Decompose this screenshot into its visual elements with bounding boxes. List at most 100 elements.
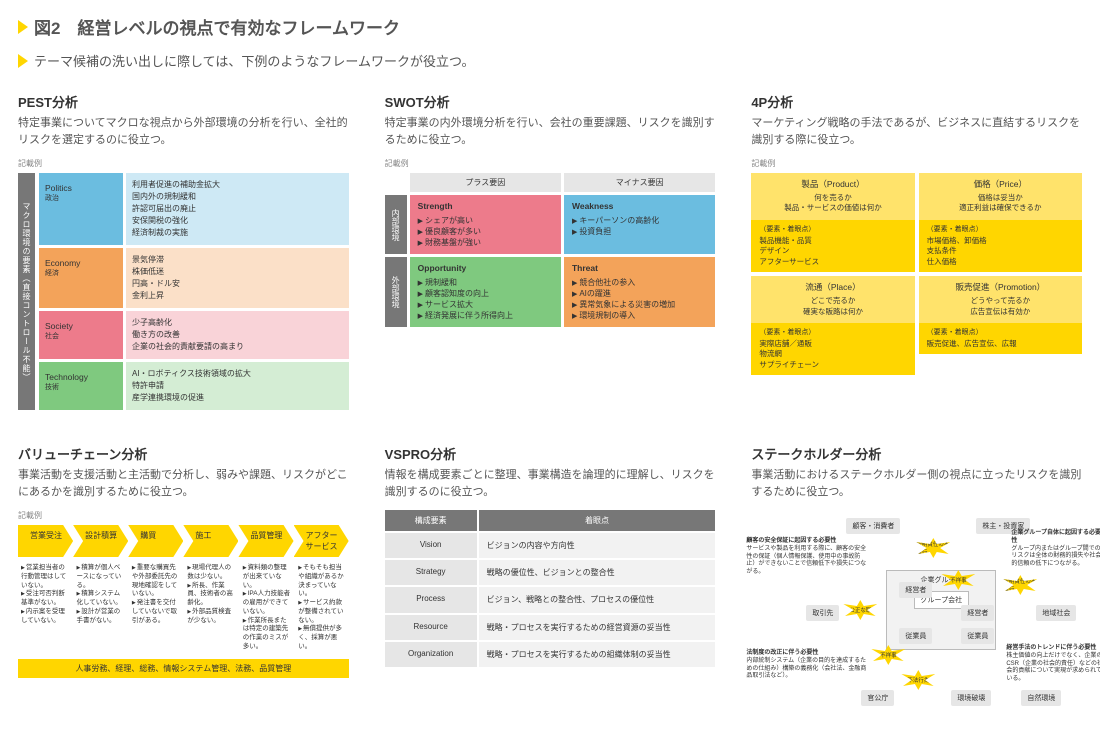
stake-note-4: 経営手法のトレンドに伴う必要性株主価値の向上だけでなく、企業のCSR（企業の社会… [1006, 645, 1100, 684]
stake-desc: 事業活動におけるステークホルダー側の視点に立ったリスクを識別するために役立つ。 [751, 467, 1082, 500]
vspro-desc: 戦略の優位性、ビジョンとの整合性 [479, 560, 716, 585]
4p-title: 4P分析 [751, 92, 1082, 111]
pest-row: Politics政治 利用者促進の補助金拡大国内外の規制緩和許認可届出の廃止安保… [39, 173, 349, 245]
pest-title: PEST分析 [18, 92, 349, 111]
swot-desc: 特定事業の内外環境分析を行い、会社の重要課題、リスクを識別するために役立つ。 [385, 115, 716, 148]
burst-icon: 不公正な取引 [843, 600, 877, 620]
swot-opportunity: Opportunity規制緩和顧客認知度の向上サービス拡大経済発展に伴う所得向上 [410, 257, 561, 327]
stake-mgr2: 経営者 [961, 605, 994, 621]
framework-swot: SWOT分析 特定事業の内外環境分析を行い、会社の重要課題、リスクを識別するため… [385, 92, 716, 410]
example-label: 記載例 [18, 510, 349, 521]
vspro-row: Strategy戦略の優位性、ビジョンとの整合性 [385, 560, 716, 585]
4p-item: 製品（Product）何を売るか製品・サービスの価値は何か （要素・着眼点）製品… [751, 173, 914, 272]
swot-col-plus: プラス要因 [410, 173, 561, 192]
framework-vspro: VSPRO分析 情報を構成要素ごとに整理、事業構造を論理的に理解し、リスクを識別… [385, 444, 716, 720]
vspro-title: VSPRO分析 [385, 444, 716, 463]
swot-title: SWOT分析 [385, 92, 716, 111]
4p-item: 価格（Price）価格は妥当か適正利益は確保できるか （要素・着眼点）市場価格、… [919, 173, 1082, 272]
example-label: 記載例 [385, 158, 716, 169]
stake-trade: 取引先 [806, 605, 839, 621]
stake-emp: 従業員 [899, 628, 932, 644]
vc-col: 重要な購買先や外部委託先の現地確認をしていない。発注書を交付していないで取引があ… [129, 560, 182, 656]
pest-detail: 景気停滞株価低迷円高・ドル安金利上昇 [126, 248, 349, 308]
burst-icon: 説明責任の不履行 [1003, 575, 1037, 595]
stake-title: ステークホルダー分析 [751, 444, 1082, 463]
vc-col: 現場代理人の数は少ない。所長、作業員、技術者の高齢化。外部品質検査が少ない。 [184, 560, 237, 656]
vspro-desc: 戦略・プロセスを実行するための経営資源の妥当性 [479, 615, 716, 640]
swot-table: プラス要因 マイナス要因 内部環境 Strengthシェアが高い優良顧客が多い財… [385, 173, 716, 327]
blank [385, 173, 407, 192]
swot-threat: Threat競合他社の参入AIの躍進異常気象による災害の増加環境規制の導入 [564, 257, 715, 327]
burst-icon: 不法行為 [901, 670, 935, 690]
vspro-label: Organization [385, 642, 477, 667]
stake-note-2: 企業グループ自体に起因する必要性グループ内またはグループ間でのリスクは全体の財務… [1011, 530, 1100, 569]
4p-question: 価格（Price）価格は妥当か適正利益は確保できるか [919, 173, 1082, 220]
vspro-label: Process [385, 587, 477, 612]
framework-stakeholder: ステークホルダー分析 事業活動におけるステークホルダー側の視点に立ったリスクを識… [751, 444, 1082, 720]
vspro-h2: 着眼点 [479, 510, 716, 531]
vc-col: そもそも担当や組織があるか決まっていない。サービス約款が整備されていない。無償提… [295, 560, 348, 656]
vspro-row: Visionビジョンの内容や方向性 [385, 533, 716, 558]
swot-row-external: 外部環境 [385, 257, 407, 327]
4p-answer: （要素・着眼点）販売促進、広告宣伝、広報 [919, 323, 1082, 354]
vc-stage: 設計積算 [73, 525, 128, 557]
swot-strength: Strengthシェアが高い優良顧客が多い財務基盤が強い [410, 195, 561, 254]
stake-note-1: 顧客の安全保証に起因する必要性サービスや製品を利用する際に、顧客の安全性の保証（… [746, 538, 866, 577]
pest-row: Technology技術 AI・ロボティクス技術領域の拡大特許申請産学連携環境の… [39, 362, 349, 410]
vc-stage: 施工 [183, 525, 238, 557]
pest-axis-label: マクロ環境の要素（直接コントロール不能） [18, 173, 35, 410]
pest-label: Politics政治 [39, 173, 123, 245]
triangle-icon [18, 54, 28, 68]
swot-row-internal: 内部環境 [385, 195, 407, 254]
vspro-label: Vision [385, 533, 477, 558]
vspro-row: Organization戦略・プロセスを実行するための組織体制の妥当性 [385, 642, 716, 667]
framework-valuechain: バリューチェーン分析 事業活動を支援活動と主活動で分析し、弱みや課題、リスクがど… [18, 444, 349, 720]
vspro-desc: ビジョン、戦略との整合性、プロセスの優位性 [479, 587, 716, 612]
4p-question: 流通（Place）どこで売るか確実な販路は何か [751, 276, 914, 323]
vspro-desc: 戦略・プロセスを実行するための組織体制の妥当性 [479, 642, 716, 667]
4p-answer: （要素・着眼点）製品機能・品質デザインアフターサービス [751, 220, 914, 272]
pest-desc: 特定事業についてマクロな視点から外部環境の分析を行い、全社的リスクを選定するのに… [18, 115, 349, 148]
4p-answer: （要素・着眼点）実際店舗／通販物流網サプライチェーン [751, 323, 914, 375]
swot-weakness: Weaknessキーパーソンの高齢化投資負担 [564, 195, 715, 254]
vspro-label: Resource [385, 615, 477, 640]
4p-question: 販売促進（Promotion）どうやって売るか広告宣伝は有効か [919, 276, 1082, 323]
vc-col: 積算が個人ベースになっている。積算システム化していない。設計が営業の手書がない。 [73, 560, 126, 656]
example-label: 記載例 [18, 158, 349, 169]
vc-stage: 購買 [128, 525, 183, 557]
vc-stage: 営業受注 [18, 525, 73, 557]
triangle-icon [18, 20, 28, 34]
stake-mgr: 経営者 [899, 582, 932, 598]
vc-desc: 事業活動を支援活動と主活動で分析し、弱みや課題、リスクがどこにあるかを識別するた… [18, 467, 349, 500]
vc-stage: アフターサービス [294, 525, 349, 557]
pest-label: Technology技術 [39, 362, 123, 410]
vc-title: バリューチェーン分析 [18, 444, 349, 463]
pest-detail: 利用者促進の補助金拡大国内外の規制緩和許認可届出の廃止安保関税の強化経済制裁の実… [126, 173, 349, 245]
framework-pest: PEST分析 特定事業についてマクロな視点から外部環境の分析を行い、全社的リスク… [18, 92, 349, 410]
figure-subtitle: テーマ候補の洗い出しに際しては、下例のようなフレームワークが役立つ。 [34, 51, 474, 70]
pest-table: マクロ環境の要素（直接コントロール不能） Politics政治 利用者促進の補助… [18, 173, 349, 410]
stakeholder-diagram: 企業グループ グループ会社 経営者 従業員 経営者 従業員 顧客・消費者 株主・… [751, 510, 1082, 720]
vc-stages: 営業受注設計積算購買施工品質管理アフターサービス [18, 525, 349, 557]
vspro-desc: 情報を構成要素ごとに整理、事業構造を論理的に理解し、リスクを識別するのに役立つ。 [385, 467, 716, 500]
4p-desc: マーケティング戦略の手法であるが、ビジネスに直結するリスクを識別する際に役立つ。 [751, 115, 1082, 148]
stake-env: 環境破壊 [951, 690, 991, 706]
vc-stage: 品質管理 [238, 525, 293, 557]
vspro-row: Resource戦略・プロセスを実行するための経営資源の妥当性 [385, 615, 716, 640]
4p-item: 流通（Place）どこで売るか確実な販路は何か （要素・着眼点）実際店舗／通販物… [751, 276, 914, 375]
vc-col: 営業担当者の行動管理はしていない。受注可否判断基準がない。内示案を受理していない… [18, 560, 71, 656]
pest-label: Economy経済 [39, 248, 123, 308]
framework-4p: 4P分析 マーケティング戦略の手法であるが、ビジネスに直結するリスクを識別する際… [751, 92, 1082, 410]
4p-answer: （要素・着眼点）市場価格、卸価格支払条件仕入価格 [919, 220, 1082, 272]
example-label: 記載例 [751, 158, 1082, 169]
stake-note-3: 法制度の改正に伴う必要性内部統制システム（企業の目的を達成するための仕組み）構築… [746, 650, 866, 681]
stake-gov: 官公庁 [861, 690, 894, 706]
vspro-table: 構成要素着眼点Visionビジョンの内容や方向性Strategy戦略の優位性、ビ… [385, 510, 716, 667]
4p-question: 製品（Product）何を売るか製品・サービスの価値は何か [751, 173, 914, 220]
pest-row: Society社会 少子高齢化働き方の改善企業の社会的責献要請の高まり [39, 311, 349, 359]
frameworks-grid: PEST分析 特定事業についてマクロな視点から外部環境の分析を行い、全社的リスク… [18, 92, 1082, 720]
vc-details: 営業担当者の行動管理はしていない。受注可否判断基準がない。内示案を受理していない… [18, 560, 349, 656]
figure-title-row: 図2 経営レベルの視点で有効なフレームワーク [18, 14, 1082, 39]
vspro-label: Strategy [385, 560, 477, 585]
pest-detail: 少子高齢化働き方の改善企業の社会的責献要請の高まり [126, 311, 349, 359]
